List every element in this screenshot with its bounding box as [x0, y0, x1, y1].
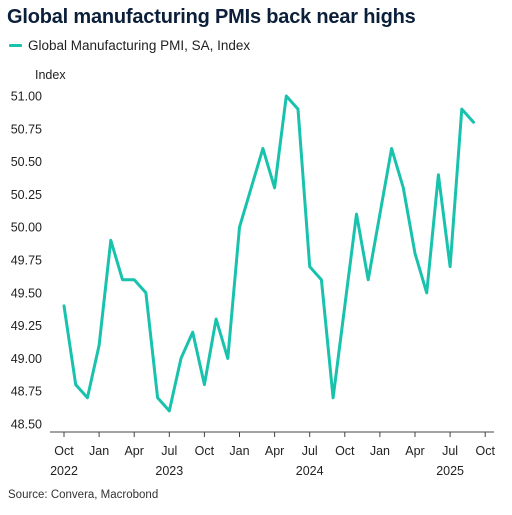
x-year-label: 2022 [50, 464, 78, 478]
x-tick-label: Apr [124, 444, 143, 458]
y-tick-label: 51.00 [11, 90, 42, 104]
source-note: Source: Convera, Macrobond [8, 489, 159, 501]
x-tick-label: Oct [195, 444, 215, 458]
y-tick-label: 48.75 [11, 385, 42, 399]
legend-swatch [9, 44, 22, 47]
y-tick-label: 49.50 [11, 286, 42, 300]
x-tick-label: Jul [161, 444, 177, 458]
y-tick-label: 49.25 [11, 319, 42, 333]
x-tick-label: Jan [229, 444, 249, 458]
series-line-global-manufacturing-pmi [62, 94, 475, 413]
x-year-label: 2024 [296, 464, 324, 478]
y-tick-label: 50.00 [11, 221, 42, 235]
y-axis: 51.00 50.75 50.50 50.25 50.00 49.75 49.50 49.25… [11, 90, 42, 432]
x-year-label: 2025 [436, 464, 464, 478]
y-tick-label: 50.75 [11, 122, 42, 136]
x-axis: Oct 2022 Jan Apr Jul 2023 Oct Jan Apr Jul 2024 Oct J… [50, 432, 495, 478]
x-tick-label: Apr [405, 444, 424, 458]
x-tick-label: Jul [302, 444, 318, 458]
x-tick-label: Oct [54, 444, 74, 458]
y-axis-title: Index [35, 68, 66, 82]
x-tick-label: Oct [475, 444, 495, 458]
x-tick-label: Jan [89, 444, 109, 458]
y-tick-label: 49.75 [11, 254, 42, 268]
chart-title: Global manufacturing PMIs back near high… [7, 6, 416, 28]
y-tick-label: 49.00 [11, 352, 42, 366]
x-year-label: 2023 [155, 464, 183, 478]
y-tick-label: 50.25 [11, 188, 42, 202]
y-tick-label: 50.50 [11, 155, 42, 169]
legend-label: Global Manufacturing PMI, SA, Index [28, 38, 251, 53]
y-tick-label: 48.50 [11, 418, 42, 432]
x-tick-label: Jan [370, 444, 390, 458]
x-tick-label: Jul [442, 444, 458, 458]
legend: Global Manufacturing PMI, SA, Index [9, 38, 250, 53]
x-tick-label: Oct [335, 444, 355, 458]
x-tick-label: Apr [265, 444, 284, 458]
